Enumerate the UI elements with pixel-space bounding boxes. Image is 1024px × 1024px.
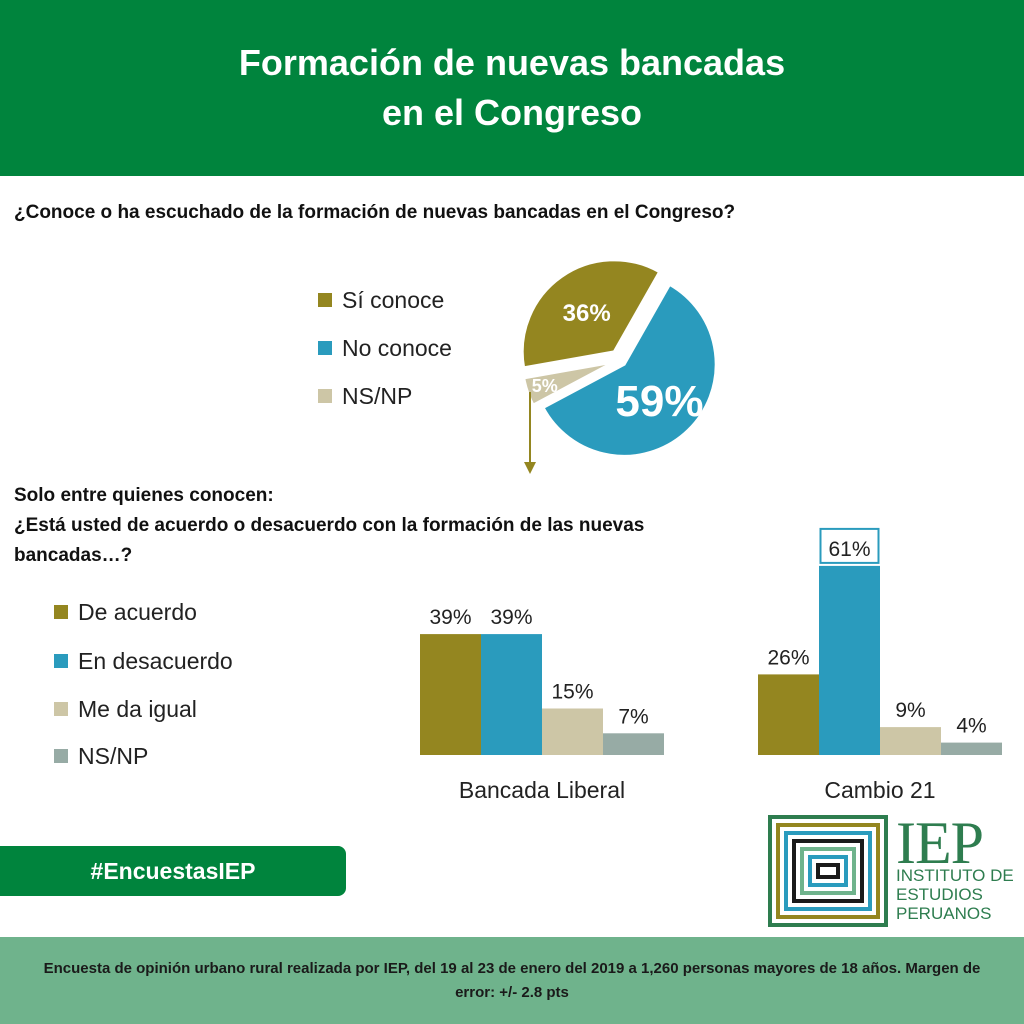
pie-slice-label: 5% [532, 376, 558, 396]
footer-banner: Encuesta de opinión urbano rural realiza… [0, 937, 1024, 1024]
bar-value-label: 26% [767, 646, 809, 669]
page-title: Formación de nuevas bancadas en el Congr… [0, 38, 1024, 138]
legend-swatch [54, 654, 68, 668]
hashtag-banner: #EncuestasIEP [0, 846, 346, 896]
logo-line-1: INSTITUTO DE [896, 866, 1014, 885]
legend-label: Sí conoce [342, 286, 445, 313]
legend-label: De acuerdo [78, 598, 197, 625]
question-2-line-1: Solo entre quienes conocen: [14, 485, 274, 506]
highlight-box [819, 527, 880, 564]
title-line-1: Formación de nuevas bancadas [238, 42, 786, 83]
legend-label: Me da igual [78, 695, 197, 722]
bar [542, 708, 603, 755]
bar-value-label: 61% [828, 538, 870, 561]
legend-item-en-desacuerdo: En desacuerdo [54, 646, 233, 676]
bar [603, 733, 664, 755]
logo-subtitle: INSTITUTO DE ESTUDIOS PERUANOS [896, 866, 1014, 923]
question-2-line-2: ¿Está usted de acuerdo o desacuerdo con … [14, 515, 645, 536]
footer-note: Encuesta de opinión urbano rural realiza… [43, 960, 981, 1001]
legend-label: No conoce [342, 334, 452, 361]
pie-slice-label: 36% [563, 300, 611, 327]
legend-item-si-conoce: Sí conoce [318, 285, 444, 315]
bar-value-label: 39% [490, 606, 532, 629]
legend-item-no-conoce: No conoce [318, 333, 452, 363]
pie-slice [521, 360, 616, 408]
legend-item-ns-np: NS/NP [54, 741, 148, 771]
question-2: Solo entre quienes conocen: ¿Está usted … [14, 481, 644, 571]
legend-item-me-da-igual: Me da igual [54, 694, 197, 724]
iep-logo-mark-icon [768, 815, 888, 927]
legend-label: En desacuerdo [78, 647, 233, 674]
logo-name: IEP [896, 810, 984, 876]
legend-item-de-acuerdo: De acuerdo [54, 597, 197, 627]
legend-swatch [318, 389, 332, 403]
pie-slice [520, 258, 662, 370]
logo-line-3: PERUANOS [896, 904, 992, 923]
bar [481, 634, 542, 755]
legend-item-ns-np: NS/NP [318, 381, 412, 411]
category-label: Cambio 21 [824, 777, 935, 803]
bar [880, 727, 941, 755]
legend-swatch [318, 293, 332, 307]
legend-swatch [54, 749, 68, 763]
pie-chart: 36% 59% 5% [520, 258, 718, 458]
legend-swatch [54, 702, 68, 716]
bar-value-label: 39% [429, 606, 471, 629]
title-line-2: en el Congreso [381, 92, 643, 133]
bar-value-label: 15% [551, 681, 593, 704]
question-2-line-3: bancadas…? [14, 545, 133, 566]
question-1: ¿Conoce o ha escuchado de la formación d… [14, 202, 736, 223]
bar [941, 742, 1002, 755]
bar [758, 674, 819, 755]
category-label: Bancada Liberal [459, 777, 625, 803]
header-banner: Formación de nuevas bancadas en el Congr… [0, 0, 1024, 176]
bar-value-label: 7% [618, 705, 648, 728]
bar-value-label: 4% [956, 715, 986, 738]
bar-chart: 39% 39% 15% 7% Bancada Liberal 26% 61% 9% 4% Camb… [420, 527, 1002, 803]
legend-swatch [54, 605, 68, 619]
arrow-down-icon [524, 392, 536, 474]
bar [819, 565, 880, 755]
pie-slice-label: 59% [615, 377, 703, 426]
legend-swatch [318, 341, 332, 355]
bar [420, 634, 481, 755]
hashtag-text: #EncuestasIEP [90, 858, 256, 884]
pie-slice [540, 282, 718, 458]
logo-line-2: ESTUDIOS [896, 885, 983, 904]
bar-value-label: 9% [895, 699, 925, 722]
legend-label: NS/NP [78, 742, 149, 769]
legend-label: NS/NP [342, 382, 413, 409]
